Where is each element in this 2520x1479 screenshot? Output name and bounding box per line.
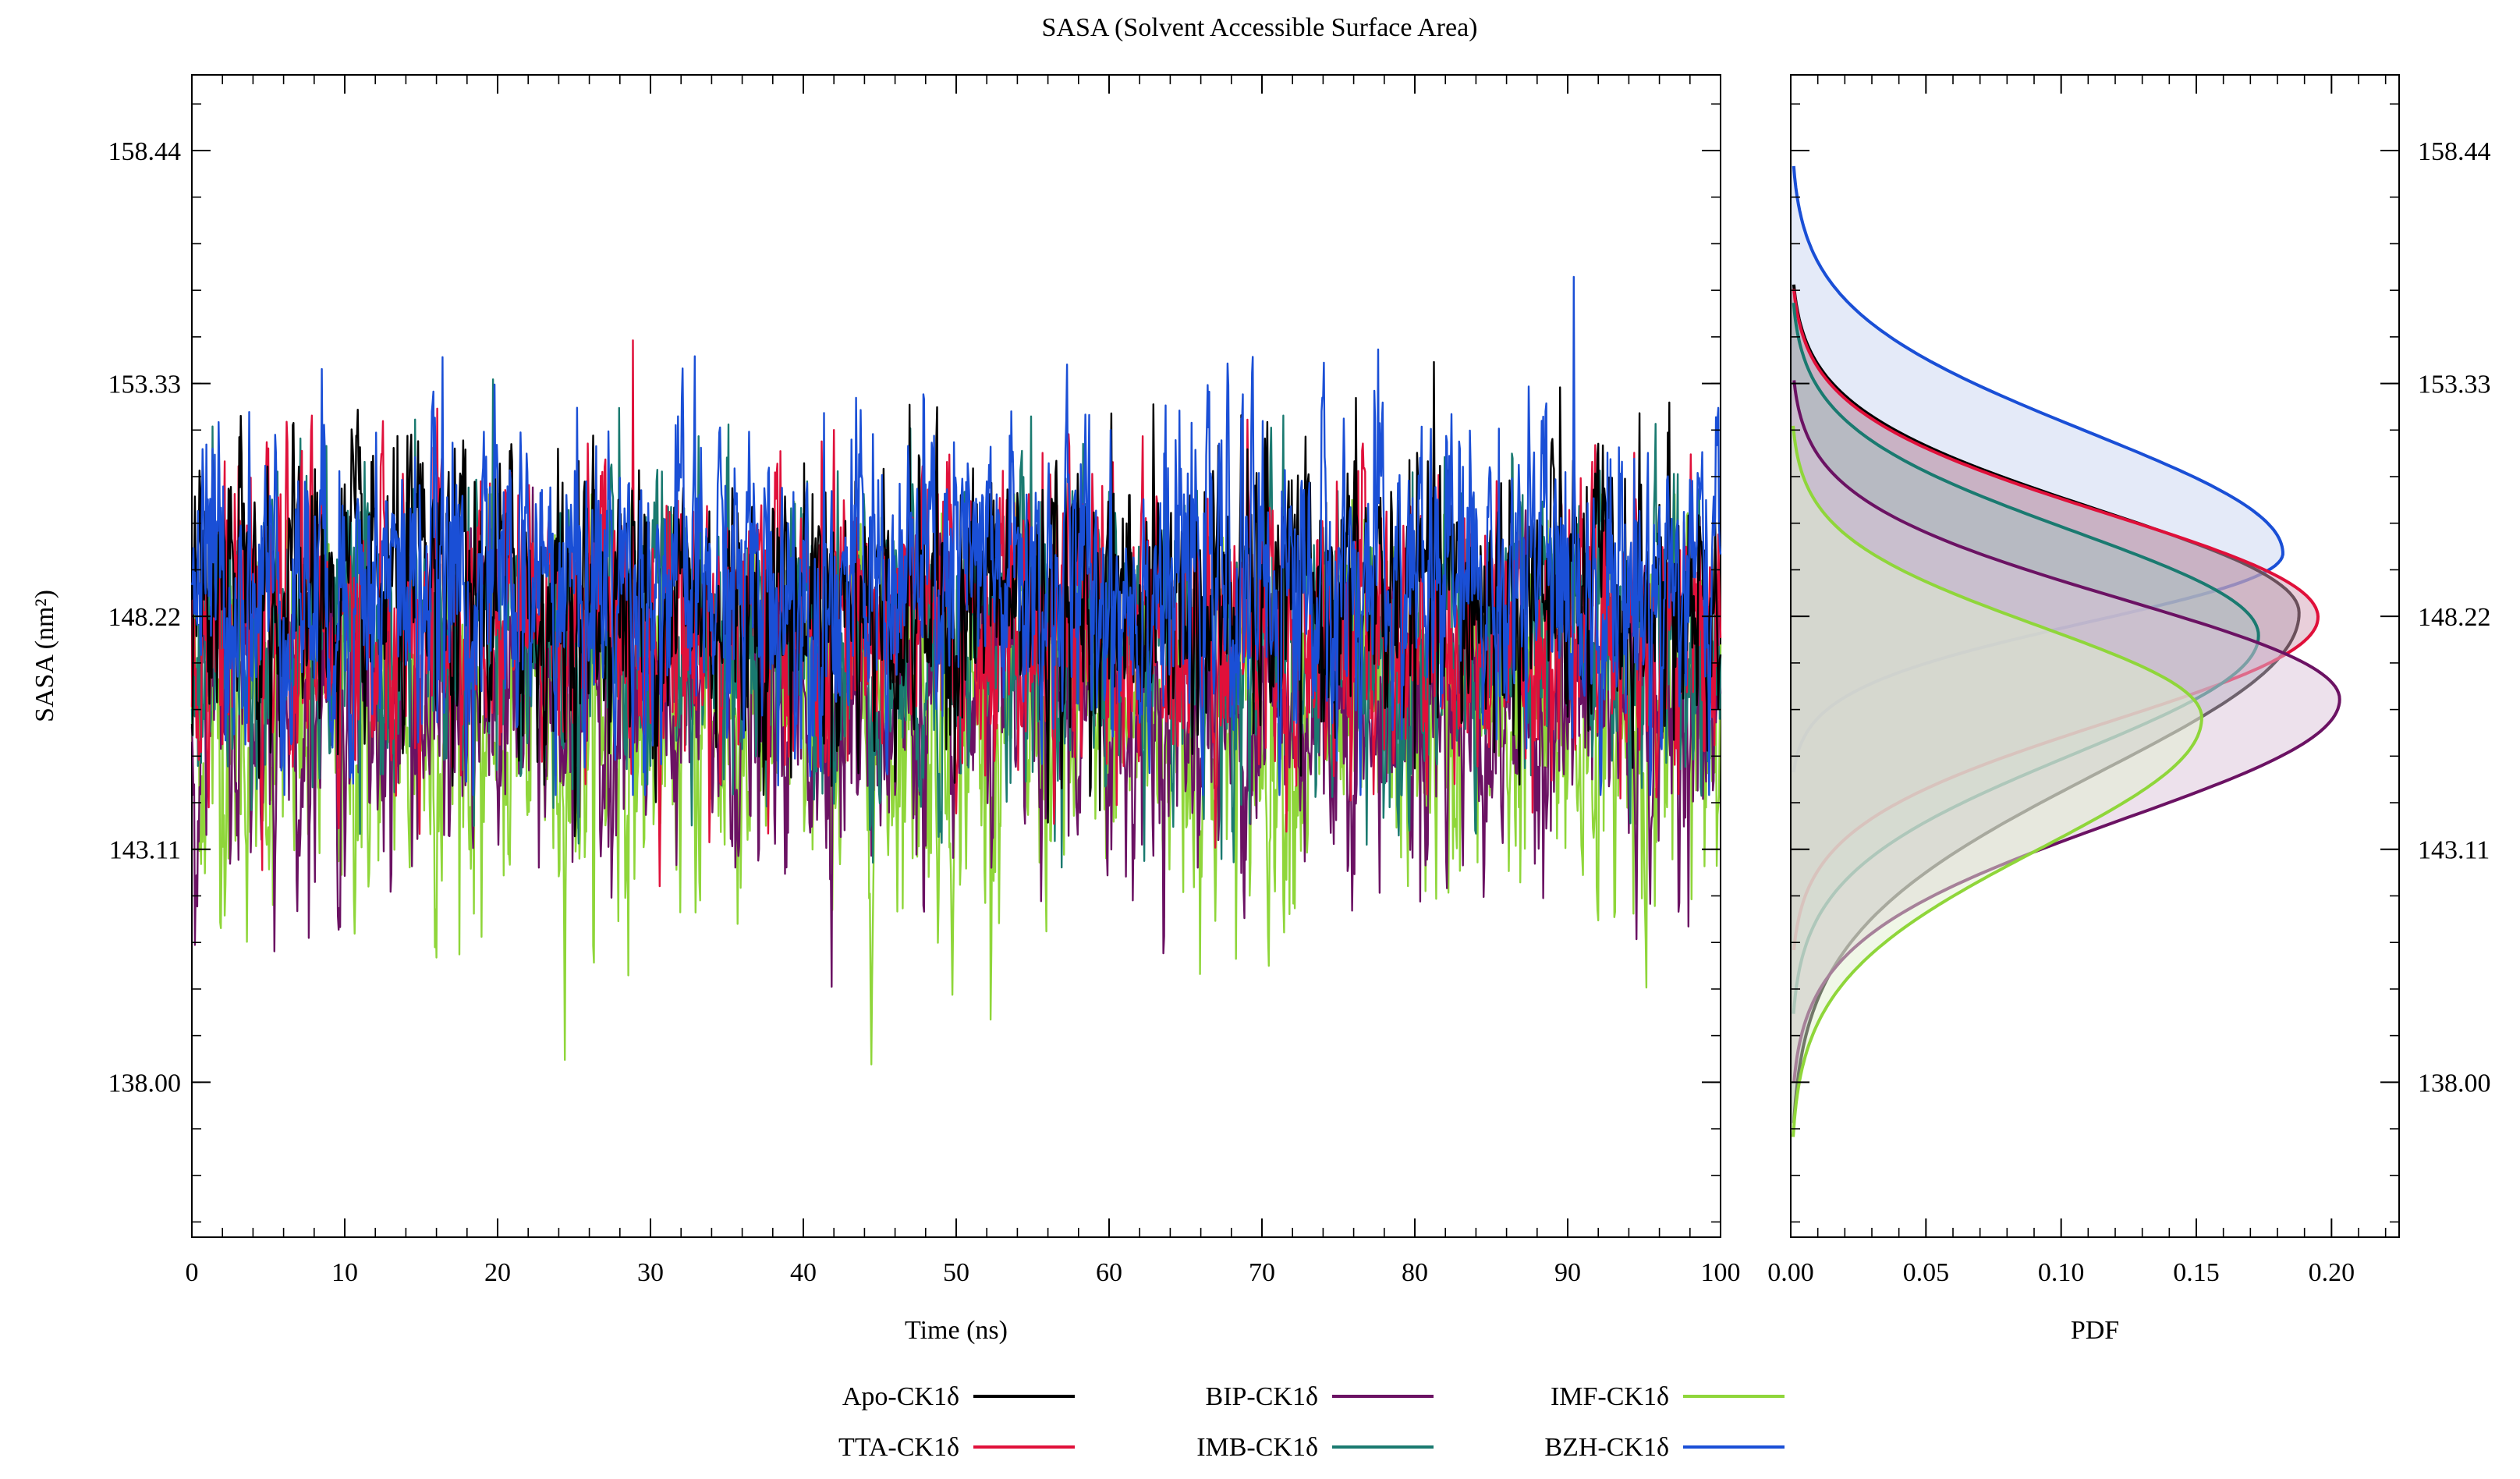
- x-tick-label: 60: [1096, 1258, 1122, 1287]
- x-tick-label: 90: [1554, 1258, 1581, 1287]
- legend: Apo-CK1δ TTA-CK1δ BIP-CK1δ IMB-CK1δ IMF-CK1δ…: [838, 1382, 1785, 1462]
- y-tick-label: 148.22: [108, 603, 182, 632]
- x-tick-label: 100: [1701, 1258, 1741, 1287]
- timeseries-ticks: 0 10 20 30 40 50 60 70 80 90 100 138.00 143.11 148.22…: [108, 75, 1741, 1287]
- pdf-x-tick-label: 0.05: [1903, 1258, 1950, 1287]
- pdf-x-tick-label: 0.10: [2038, 1258, 2085, 1287]
- legend-label: BIP-CK1δ: [1206, 1382, 1318, 1411]
- pdf-ticks: 0.00 0.05 0.10 0.15 0.20 138.00 143.11 148.22 15…: [1767, 75, 2491, 1287]
- series-line-BZH-CK1δ: [190, 275, 1722, 796]
- y-tick-label: 153.33: [108, 371, 182, 399]
- legend-label: IMB-CK1δ: [1196, 1433, 1318, 1462]
- x-tick-label: 40: [790, 1258, 817, 1287]
- x-tick-label: 30: [637, 1258, 664, 1287]
- pdf-series-group: [1791, 165, 2341, 1137]
- y-axis-label: SASA (nm²): [30, 590, 59, 722]
- x-tick-label: 10: [331, 1258, 358, 1287]
- x-tick-label: 50: [943, 1258, 969, 1287]
- x-tick-label: 20: [484, 1258, 511, 1287]
- x-tick-label: 80: [1402, 1258, 1428, 1287]
- legend-label: TTA-CK1δ: [838, 1433, 959, 1462]
- y-tick-label-right: 153.33: [2418, 371, 2491, 399]
- pdf-x-tick-label: 0.00: [1767, 1258, 1814, 1287]
- pdf-plot-frame: [1790, 74, 2400, 1238]
- x-tick-label: 70: [1249, 1258, 1275, 1287]
- pdf-x-tick-label: 0.20: [2309, 1258, 2355, 1287]
- legend-label: Apo-CK1δ: [842, 1382, 959, 1411]
- y-tick-label: 143.11: [109, 836, 181, 865]
- timeseries-plot: 0 10 20 30 40 50 60 70 80 90 100 138.00 143.11 148.22…: [30, 74, 1741, 1345]
- y-tick-label-right: 143.11: [2418, 836, 2490, 865]
- y-tick-label: 138.00: [108, 1069, 182, 1098]
- series-line-IMB-CK1δ: [190, 378, 1722, 869]
- y-tick-label-right: 158.44: [2418, 137, 2491, 166]
- pdf-area-IMF-CK1δ: [1791, 425, 2202, 1137]
- pdf-plot: 0.00 0.05 0.10 0.15 0.20 138.00 143.11 148.22 15…: [1767, 74, 2491, 1345]
- x-axis-label: Time (ns): [905, 1316, 1008, 1345]
- pdf-curve-IMF-CK1δ: [1792, 425, 2203, 1137]
- y-tick-label: 158.44: [108, 137, 182, 166]
- y-tick-label-right: 148.22: [2418, 603, 2491, 632]
- timeseries-series-group: [190, 275, 1722, 1066]
- pdf-x-tick-label: 0.15: [2173, 1258, 2220, 1287]
- legend-label: BZH-CK1δ: [1544, 1433, 1669, 1462]
- pdf-x-axis-label: PDF: [2071, 1316, 2119, 1345]
- legend-label: IMF-CK1δ: [1551, 1382, 1669, 1411]
- y-tick-label-right: 138.00: [2418, 1069, 2491, 1098]
- x-tick-label: 0: [186, 1258, 199, 1287]
- chart-title: SASA (Solvent Accessible Surface Area): [1042, 13, 1478, 42]
